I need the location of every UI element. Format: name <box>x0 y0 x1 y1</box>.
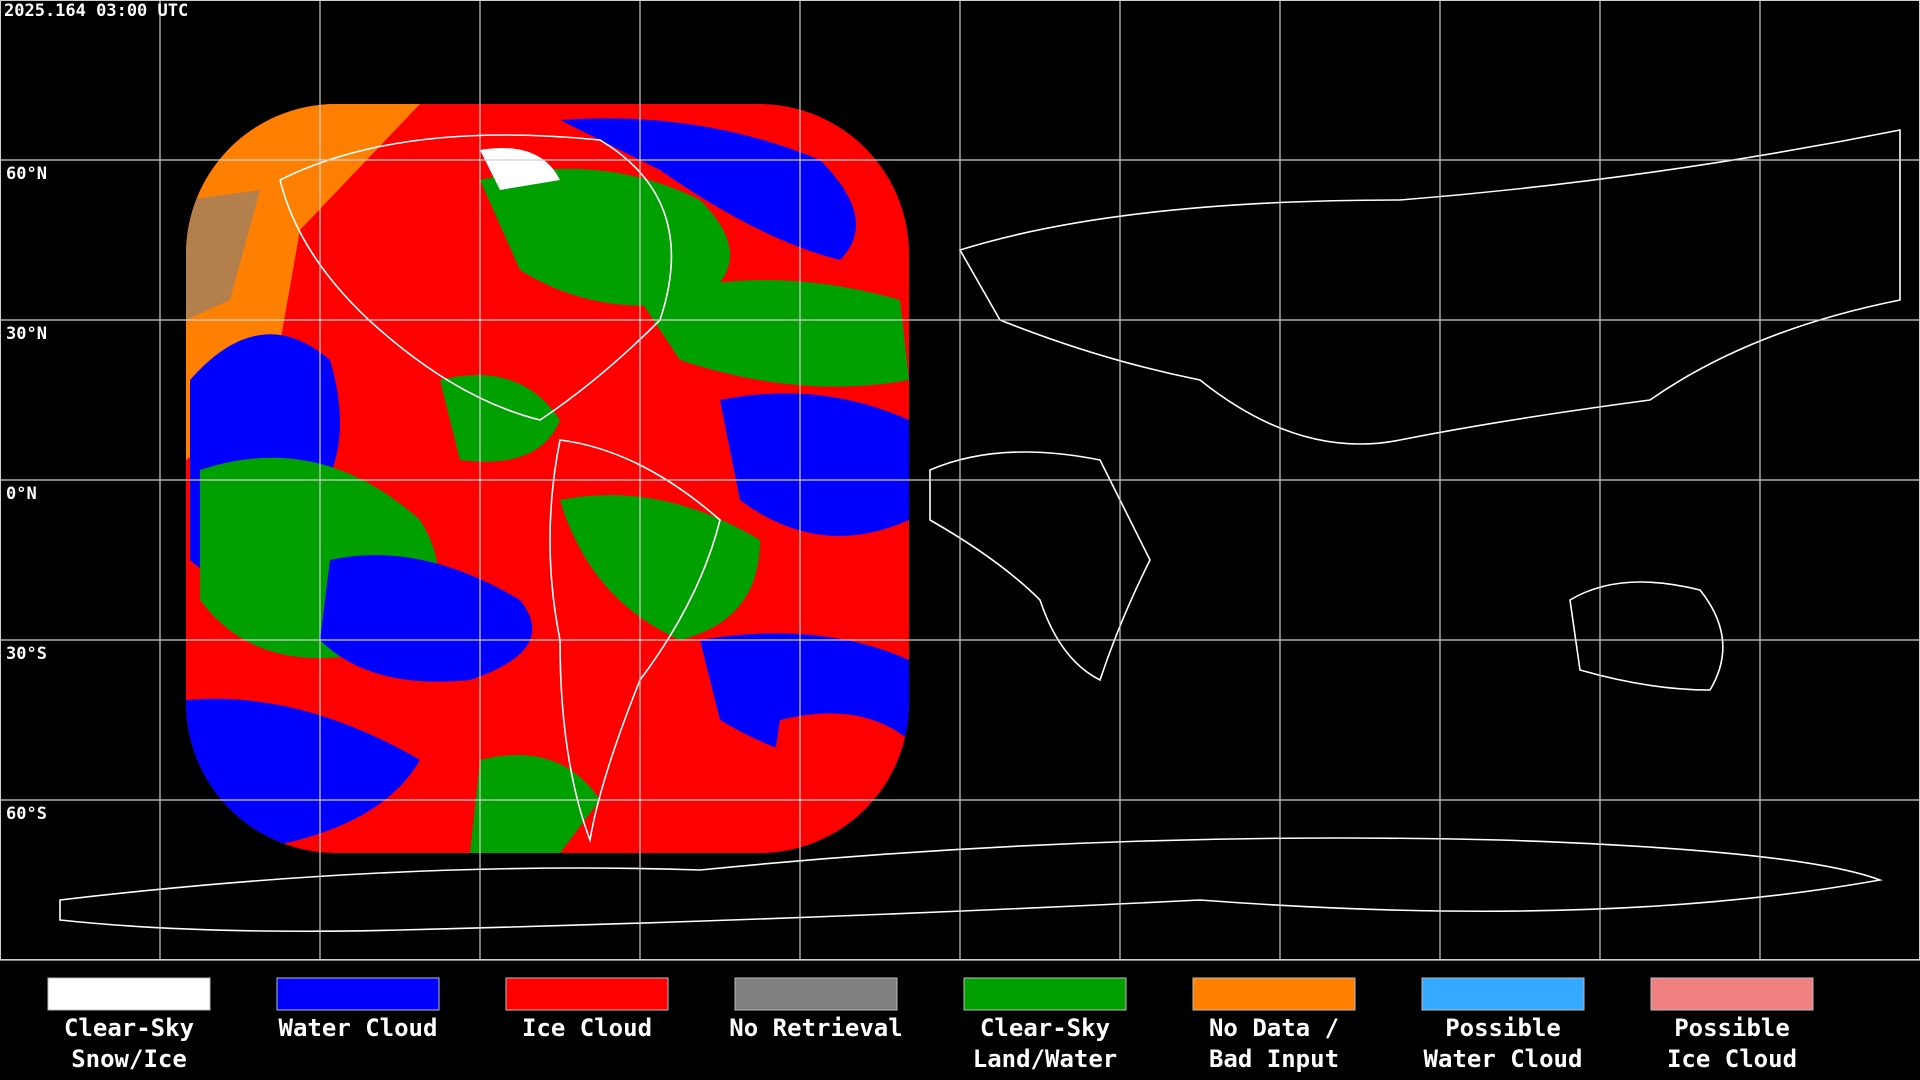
legend-label: No Data / <box>1209 1014 1339 1042</box>
cloud-phase-field <box>186 104 909 853</box>
latitude-label: 30°S <box>6 644 47 664</box>
legend: Clear-Sky Snow/Ice Water Cloud Ice Cloud No … <box>47 977 1814 1073</box>
legend-swatch <box>734 977 898 1011</box>
legend-swatch <box>1650 977 1814 1011</box>
legend-swatch <box>47 977 211 1011</box>
legend-label: Ice Cloud <box>522 1014 652 1042</box>
legend-label: Clear-Sky <box>980 1014 1110 1042</box>
graticule <box>0 0 1920 961</box>
latitude-labels: 60°N 30°N 0°N 30°S 60°S <box>6 164 47 824</box>
latitude-label: 60°N <box>6 164 47 184</box>
legend-label: Water Cloud <box>279 1014 438 1042</box>
coastlines <box>59 129 1901 933</box>
legend-swatch <box>505 977 669 1011</box>
legend-label: Snow/Ice <box>71 1045 187 1073</box>
legend-swatch <box>276 977 440 1011</box>
legend-label: Bad Input <box>1209 1045 1339 1073</box>
legend-label: Possible <box>1445 1014 1561 1042</box>
legend-swatch <box>1192 977 1356 1011</box>
latitude-label: 60°S <box>6 804 47 824</box>
latitude-label: 30°N <box>6 324 47 344</box>
legend-label: Possible <box>1674 1014 1790 1042</box>
legend-swatch <box>963 977 1127 1011</box>
legend-label: Land/Water <box>973 1045 1118 1073</box>
legend-swatch <box>1421 977 1585 1011</box>
legend-label: No Retrieval <box>729 1014 902 1042</box>
timestamp: 2025.164 03:00 UTC <box>4 1 188 21</box>
latitude-label: 0°N <box>6 484 37 504</box>
legend-label: Clear-Sky <box>64 1014 194 1042</box>
legend-label: Water Cloud <box>1424 1045 1583 1073</box>
legend-label: Ice Cloud <box>1667 1045 1797 1073</box>
